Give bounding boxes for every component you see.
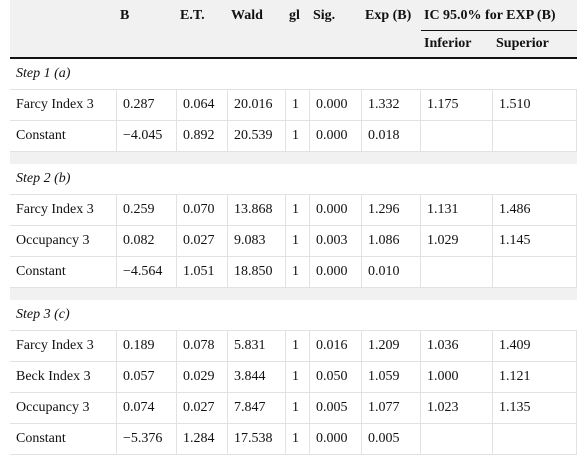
group-separator [10, 152, 577, 164]
column-header: Exp (B) [365, 8, 412, 23]
table-cell: 0.000 [310, 195, 362, 226]
table-cell: 1.036 [421, 331, 493, 362]
table-cell: −5.376 [117, 424, 177, 455]
table-cell: 0.000 [310, 90, 362, 121]
table-cell: 0.074 [117, 393, 177, 424]
column-header: gl [289, 8, 300, 23]
table-cell: 0.005 [362, 424, 421, 455]
table-cell: 0.000 [310, 424, 362, 455]
row-label: Constant [10, 424, 117, 455]
row-label: Farcy Index 3 [10, 90, 117, 121]
column-subheader: Superior [496, 36, 549, 51]
table-cell: 0.078 [177, 331, 228, 362]
table-cell: 1.510 [493, 90, 577, 121]
column-header: Sig. [313, 8, 336, 23]
table-cell: 17.538 [228, 424, 286, 455]
table-cell: 0.003 [310, 226, 362, 257]
table-cell [493, 121, 577, 152]
column-header: B [120, 8, 130, 23]
table-cell: 13.868 [228, 195, 286, 226]
table-cell: 1.135 [493, 393, 577, 424]
table-cell: −4.564 [117, 257, 177, 288]
table-cell: 1.121 [493, 362, 577, 393]
table-cell: 1 [286, 424, 310, 455]
table-cell: 0.018 [362, 121, 421, 152]
table-cell [421, 257, 493, 288]
table-cell: 1.023 [421, 393, 493, 424]
column-header: IC 95.0% for EXP (B) [424, 8, 556, 23]
step-label: Step 1 (a) [10, 59, 577, 90]
table-cell: 1.486 [493, 195, 577, 226]
table-cell: 1.409 [493, 331, 577, 362]
table-cell [421, 424, 493, 455]
row-label: Occupancy 3 [10, 226, 117, 257]
table-cell: 1.059 [362, 362, 421, 393]
table-cell: 5.831 [228, 331, 286, 362]
row-label: Farcy Index 3 [10, 195, 117, 226]
column-header: E.T. [180, 8, 205, 23]
table-cell: 1 [286, 121, 310, 152]
table-cell: 1.284 [177, 424, 228, 455]
row-label: Beck Index 3 [10, 362, 117, 393]
table-cell: 1.000 [421, 362, 493, 393]
table-cell: 0.050 [310, 362, 362, 393]
table-cell: 0.082 [117, 226, 177, 257]
table-cell: 0.287 [117, 90, 177, 121]
table-cell: 1.086 [362, 226, 421, 257]
table-cell: 1.051 [177, 257, 228, 288]
table-cell: 0.000 [310, 121, 362, 152]
table-cell: 1 [286, 257, 310, 288]
column-subheader: Inferior [424, 36, 472, 51]
table-cell: 18.850 [228, 257, 286, 288]
row-label: Constant [10, 121, 117, 152]
table-cell: 1.296 [362, 195, 421, 226]
table-cell: 0.259 [117, 195, 177, 226]
table-cell: 20.539 [228, 121, 286, 152]
table-cell: 9.083 [228, 226, 286, 257]
table-cell: 0.010 [362, 257, 421, 288]
table-cell [493, 257, 577, 288]
table-cell: 1.131 [421, 195, 493, 226]
table-cell: 1.209 [362, 331, 421, 362]
group-separator [10, 288, 577, 300]
header-rule [10, 57, 577, 59]
table-cell: 1 [286, 362, 310, 393]
table-cell: 0.892 [177, 121, 228, 152]
table-cell: 1.175 [421, 90, 493, 121]
table-cell: 0.064 [177, 90, 228, 121]
table-cell: 1.332 [362, 90, 421, 121]
table-cell: 3.844 [228, 362, 286, 393]
table-cell: 0.027 [177, 226, 228, 257]
step-label: Step 3 (c) [10, 300, 577, 331]
table-cell: 1 [286, 226, 310, 257]
row-label: Occupancy 3 [10, 393, 117, 424]
table-cell: 0.000 [310, 257, 362, 288]
table-cell: 0.189 [117, 331, 177, 362]
table-cell: 0.057 [117, 362, 177, 393]
table-cell: 0.016 [310, 331, 362, 362]
table-cell: 0.027 [177, 393, 228, 424]
table-cell: 0.005 [310, 393, 362, 424]
row-label: Constant [10, 257, 117, 288]
table-cell: 1 [286, 90, 310, 121]
table-cell: 0.029 [177, 362, 228, 393]
table-cell: 7.847 [228, 393, 286, 424]
table-cell: 1.029 [421, 226, 493, 257]
table-cell: 1.077 [362, 393, 421, 424]
row-label: Farcy Index 3 [10, 331, 117, 362]
table-cell: 1 [286, 393, 310, 424]
step-label: Step 2 (b) [10, 164, 577, 195]
table-cell [421, 121, 493, 152]
table-cell: 1 [286, 331, 310, 362]
table-cell [493, 424, 577, 455]
header-rule [421, 30, 577, 31]
column-header: Wald [231, 8, 263, 23]
header-background [10, 0, 577, 58]
table-cell: 0.070 [177, 195, 228, 226]
table-cell: 20.016 [228, 90, 286, 121]
table-cell: 1 [286, 195, 310, 226]
table-cell: −4.045 [117, 121, 177, 152]
table-cell: 1.145 [493, 226, 577, 257]
